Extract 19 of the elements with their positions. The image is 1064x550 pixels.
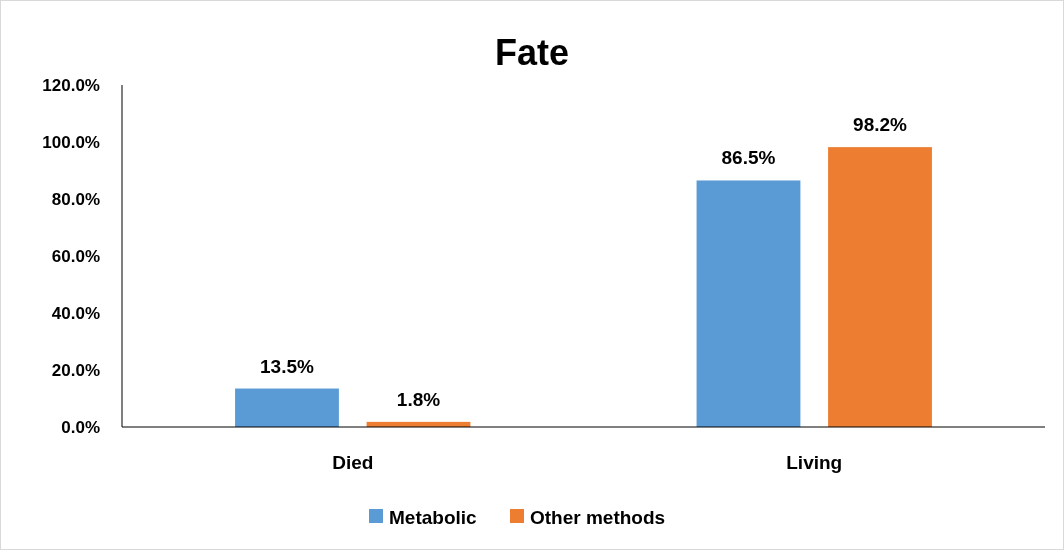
- legend-label: Metabolic: [389, 506, 478, 528]
- legend-label: Other methods: [530, 506, 666, 528]
- bar: [696, 180, 801, 427]
- bar: [828, 147, 932, 427]
- y-tick-label: 60.0%: [51, 246, 100, 266]
- bar: [235, 388, 339, 427]
- y-tick-label: 20.0%: [51, 360, 100, 380]
- y-tick-label: 40.0%: [51, 303, 100, 323]
- y-tick-label: 120.0%: [42, 75, 100, 95]
- data-label: 98.2%: [853, 114, 908, 136]
- y-tick-label: 80.0%: [51, 189, 100, 209]
- data-label: 1.8%: [396, 388, 441, 410]
- y-tick-label: 0.0%: [61, 417, 100, 437]
- data-label: 13.5%: [260, 355, 315, 377]
- y-tick-label: 100.0%: [42, 132, 100, 152]
- x-tick-label: Died: [332, 451, 374, 473]
- data-label: 86.5%: [721, 147, 776, 169]
- chart-title: Fate: [494, 32, 570, 73]
- x-tick-label: Living: [786, 451, 843, 473]
